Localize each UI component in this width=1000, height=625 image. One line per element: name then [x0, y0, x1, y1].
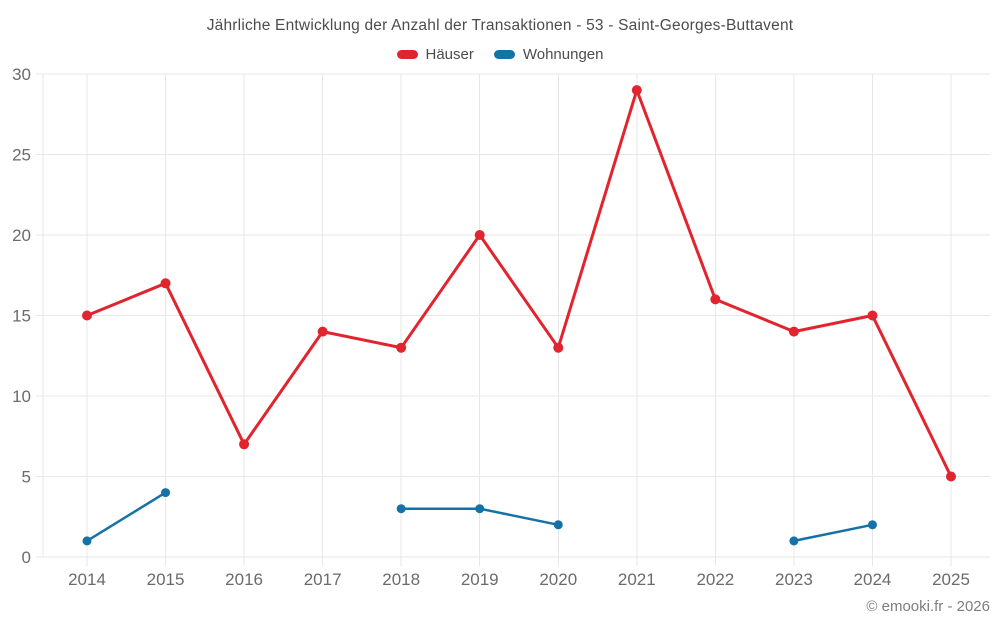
svg-text:2022: 2022	[696, 570, 734, 589]
svg-text:25: 25	[12, 146, 31, 165]
svg-text:10: 10	[12, 387, 31, 406]
svg-text:2023: 2023	[775, 570, 813, 589]
legend-swatch-wohnungen-icon	[493, 50, 515, 59]
svg-text:2025: 2025	[932, 570, 970, 589]
svg-text:2016: 2016	[225, 570, 263, 589]
svg-text:0: 0	[22, 548, 31, 567]
svg-text:5: 5	[22, 468, 31, 487]
svg-text:2024: 2024	[854, 570, 892, 589]
legend-label-haeuser: Häuser	[425, 46, 474, 63]
svg-text:2015: 2015	[147, 570, 185, 589]
legend: Häuser Wohnungen	[0, 46, 1000, 63]
svg-text:20: 20	[12, 226, 31, 245]
svg-text:15: 15	[12, 307, 31, 326]
svg-text:2020: 2020	[539, 570, 577, 589]
chart-title: Jährliche Entwicklung der Anzahl der Tra…	[206, 17, 794, 34]
legend-label-wohnungen: Wohnungen	[522, 46, 604, 63]
legend-item-wohnungen[interactable]: Wohnungen	[493, 46, 604, 63]
svg-text:2017: 2017	[304, 570, 342, 589]
legend-item-haeuser[interactable]: Häuser	[396, 46, 474, 63]
svg-text:2018: 2018	[382, 570, 420, 589]
svg-text:30: 30	[12, 65, 31, 84]
credit-text: © emooki.fr - 2026	[866, 598, 990, 615]
svg-text:2014: 2014	[68, 570, 106, 589]
svg-text:2019: 2019	[461, 570, 499, 589]
svg-text:2021: 2021	[618, 570, 656, 589]
legend-swatch-haeuser-icon	[396, 50, 418, 59]
